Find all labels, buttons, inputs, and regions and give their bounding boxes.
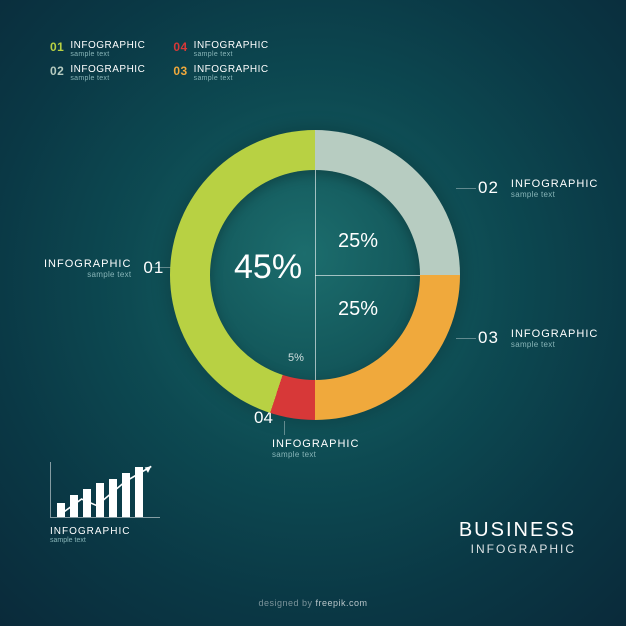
legend-title: INFOGRAPHIC bbox=[194, 40, 269, 51]
legend-sub: sample text bbox=[70, 51, 145, 58]
donut-chart: 45% 25% 25% 5% bbox=[170, 130, 460, 420]
callout-03: 03 INFOGRAPHIC sample text bbox=[478, 328, 598, 349]
callout-line bbox=[456, 188, 476, 189]
mini-sub: sample text bbox=[50, 537, 160, 544]
legend: 01 INFOGRAPHIC sample text 04 INFOGRAPHI… bbox=[50, 40, 269, 88]
legend-num: 02 bbox=[50, 64, 64, 78]
callout-title: INFOGRAPHIC bbox=[44, 258, 131, 270]
callout-title: INFOGRAPHIC bbox=[272, 438, 359, 450]
legend-title: INFOGRAPHIC bbox=[70, 64, 145, 75]
legend-num: 03 bbox=[173, 64, 187, 78]
callout-line bbox=[152, 267, 172, 268]
pct-5: 5% bbox=[288, 352, 304, 364]
callout-num: 01 bbox=[143, 258, 164, 278]
callout-sub: sample text bbox=[272, 450, 316, 459]
legend-item-04: 04 INFOGRAPHIC sample text bbox=[173, 40, 268, 58]
legend-item-03: 03 INFOGRAPHIC sample text bbox=[173, 64, 268, 82]
legend-num: 04 bbox=[173, 40, 187, 54]
legend-item-02: 02 INFOGRAPHIC sample text bbox=[50, 64, 145, 82]
divider-horizontal bbox=[315, 275, 420, 276]
callout-sub: sample text bbox=[511, 340, 598, 349]
callout-title: INFOGRAPHIC bbox=[511, 328, 598, 340]
credit-line: designed by freepik.com bbox=[0, 598, 626, 608]
footer-line1: BUSINESS bbox=[459, 519, 576, 542]
legend-sub: sample text bbox=[194, 51, 269, 58]
callout-02: 02 INFOGRAPHIC sample text bbox=[478, 178, 598, 199]
footer-line2: INFOGRAPHIC bbox=[459, 542, 576, 556]
callout-sub: sample text bbox=[511, 190, 598, 199]
callout-num: 03 bbox=[478, 328, 499, 348]
pct-25-top: 25% bbox=[338, 230, 378, 253]
legend-sub: sample text bbox=[70, 75, 145, 82]
credit-name: freepik.com bbox=[316, 598, 368, 608]
legend-sub: sample text bbox=[194, 75, 269, 82]
mini-bar-chart: INFOGRAPHIC sample text bbox=[50, 462, 160, 544]
callout-line bbox=[456, 338, 476, 339]
legend-item-01: 01 INFOGRAPHIC sample text bbox=[50, 40, 145, 58]
callout-04: INFOGRAPHIC sample text bbox=[272, 438, 359, 459]
legend-title: INFOGRAPHIC bbox=[70, 40, 145, 51]
callout-num: 02 bbox=[478, 178, 499, 198]
callout-01: INFOGRAPHIC sample text 01 bbox=[44, 258, 164, 279]
footer-title: BUSINESS INFOGRAPHIC bbox=[459, 519, 576, 556]
legend-title: INFOGRAPHIC bbox=[194, 64, 269, 75]
callout-line bbox=[284, 421, 285, 435]
callout-title: INFOGRAPHIC bbox=[511, 178, 598, 190]
trend-arrow-icon bbox=[51, 462, 160, 523]
mini-title: INFOGRAPHIC bbox=[50, 526, 160, 537]
pct-25-bottom: 25% bbox=[338, 298, 378, 321]
pct-45: 45% bbox=[234, 248, 302, 287]
callout-sub: sample text bbox=[44, 270, 131, 279]
mini-bars bbox=[50, 462, 160, 518]
credit-prefix: designed by bbox=[258, 598, 315, 608]
legend-num: 01 bbox=[50, 40, 64, 54]
